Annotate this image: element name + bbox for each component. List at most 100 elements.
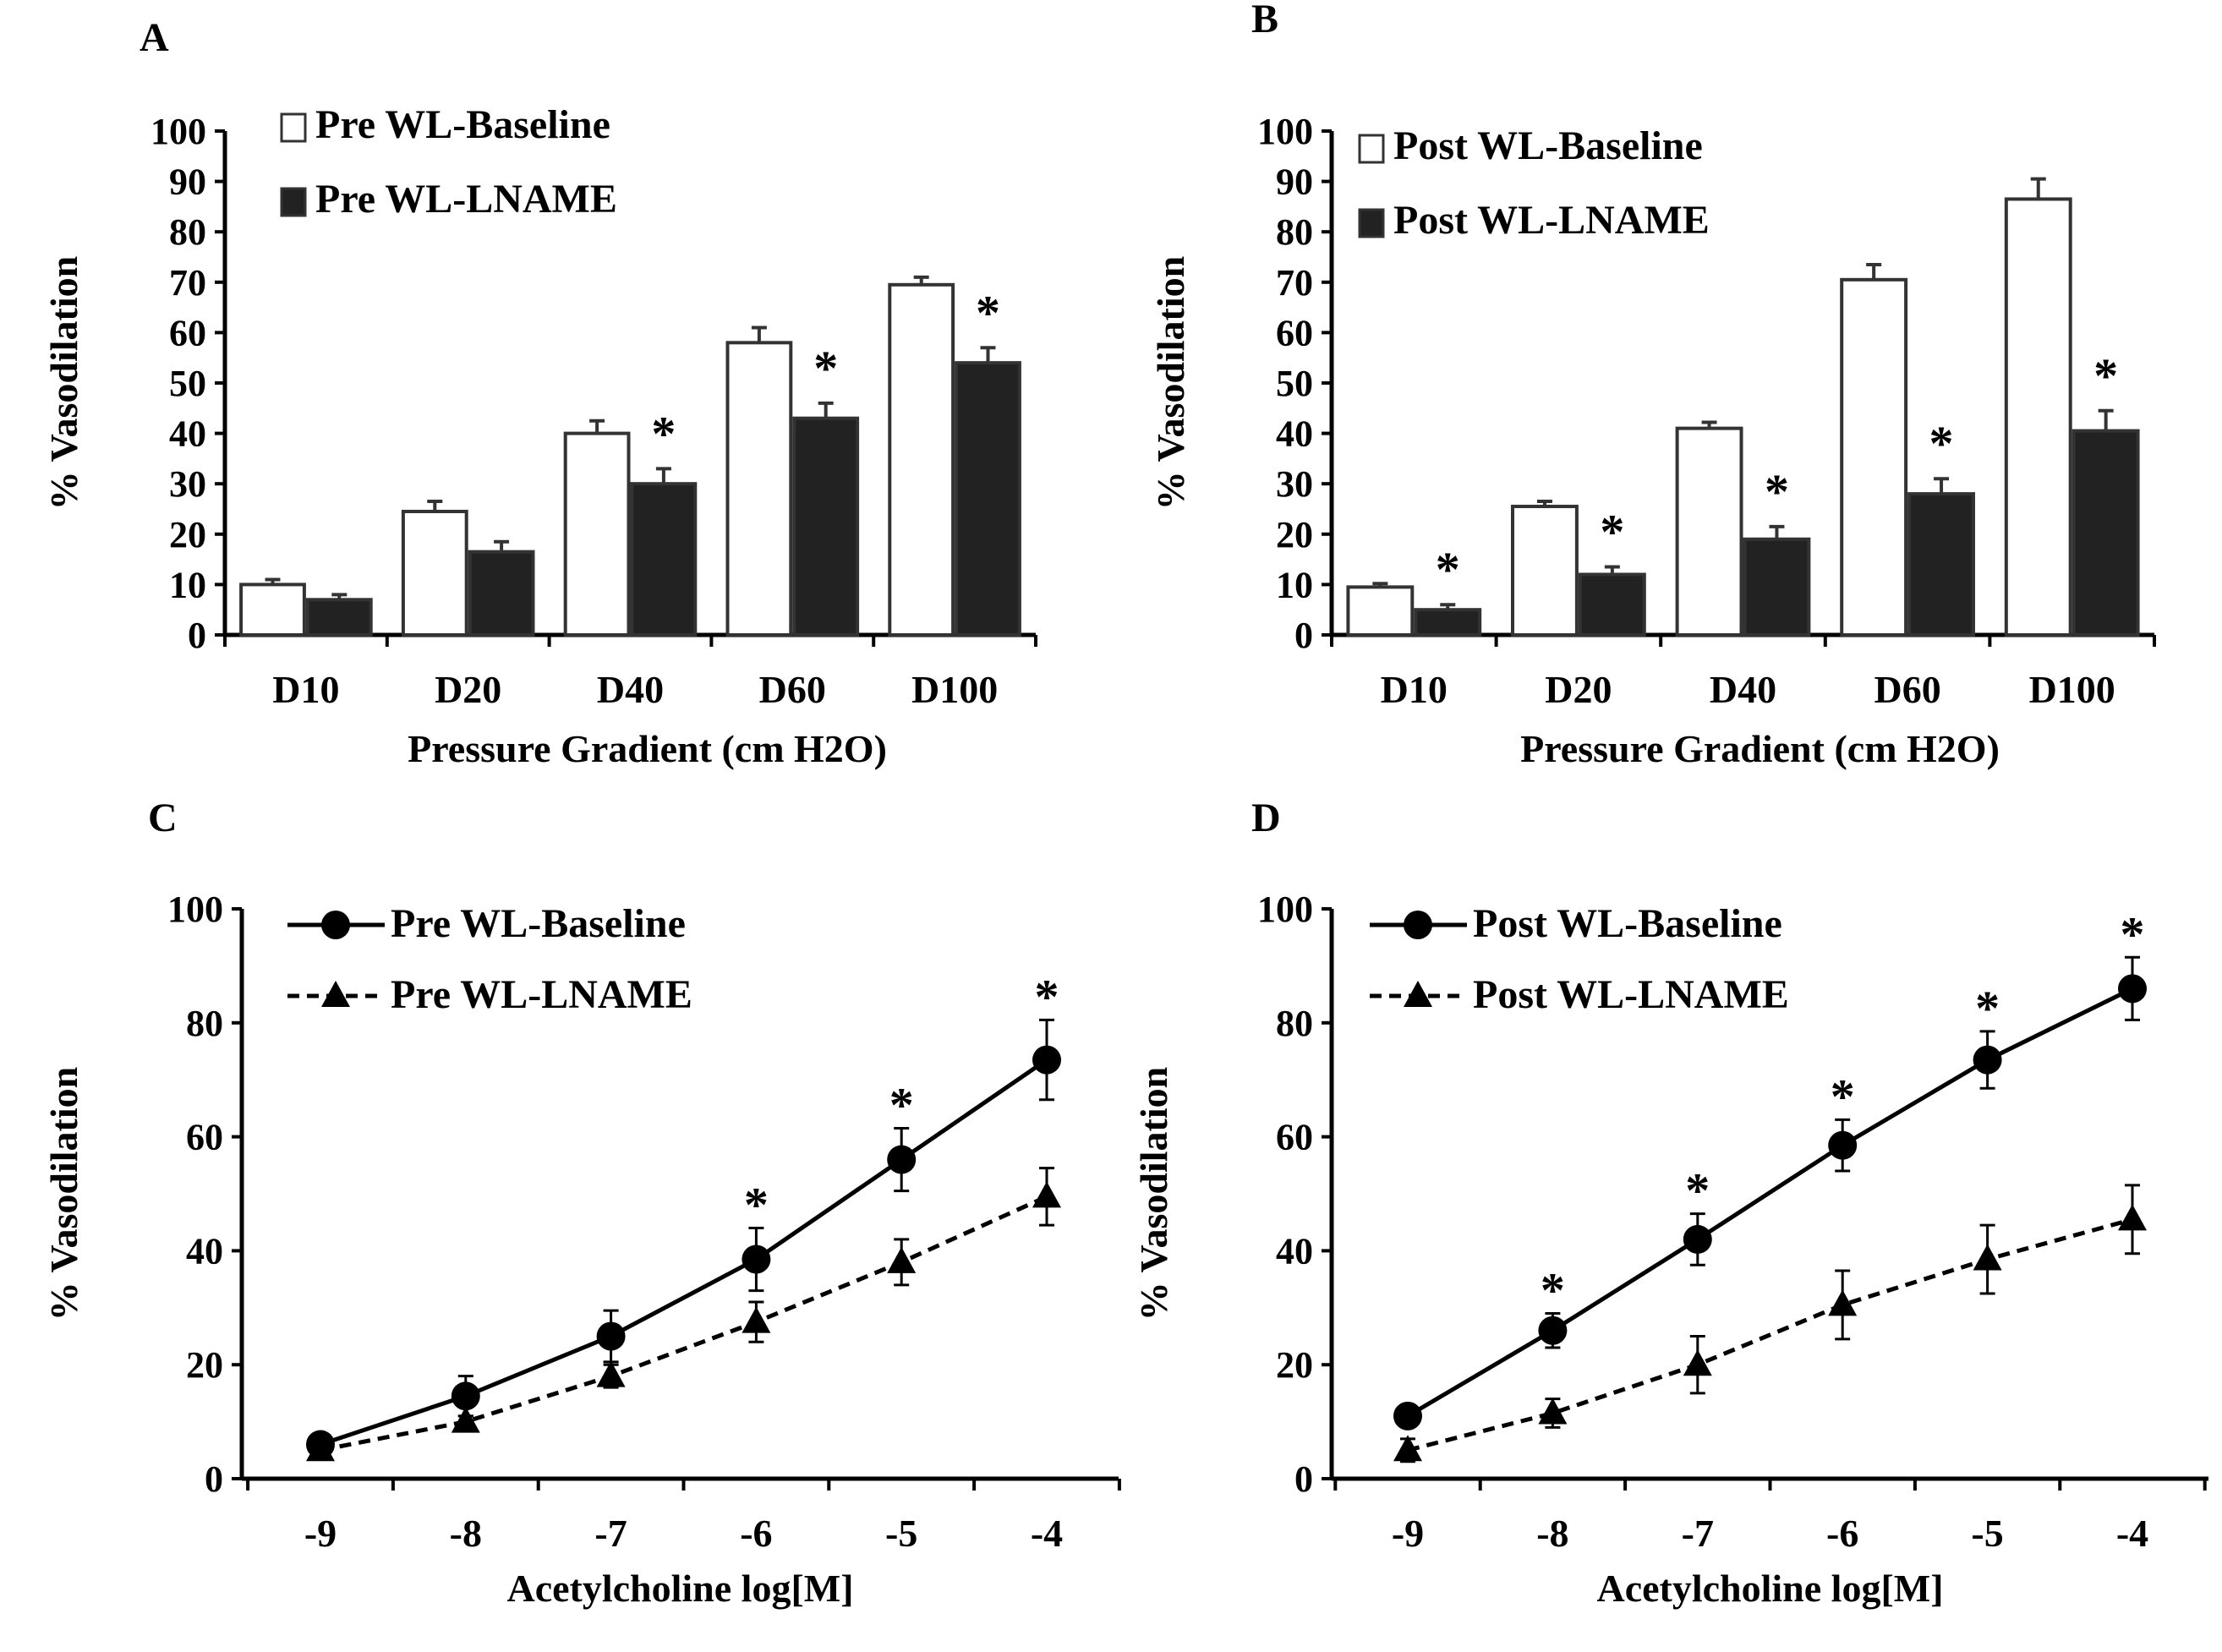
panel-a: A 0 10 20 30 40 50 60 70 80 90 100 % Vasodilation Pre… [42,15,1037,770]
triangle-marker [451,1406,480,1433]
panel-label: B [1251,0,1278,41]
significance-star: * [651,406,676,461]
y-tick-label: 50 [169,363,206,404]
triangle-marker [1404,981,1432,1007]
legend-swatch [280,187,307,217]
y-tick-label: 60 [1276,312,1313,353]
significance-star: * [2093,348,2118,403]
significance-star: * [1765,464,1789,519]
y-tick-label: 100 [151,111,206,152]
series-line [320,1058,1048,1447]
series-line [1407,1217,2133,1452]
bar [1743,537,1811,637]
legend-label: Pre WL-LNAME [315,177,617,222]
bar [305,598,373,637]
panel-label: C [148,796,178,840]
legend-label: Pre WL-LNAME [391,972,692,1017]
triangle-marker [887,1246,917,1273]
y-tick-label: 80 [1276,211,1313,253]
legend-swatch [1358,208,1385,238]
legend-swatch [280,112,307,143]
triangle-marker [1973,1244,2002,1271]
bar [2004,197,2072,637]
significance-star: * [1436,542,1460,597]
bar [563,431,631,637]
y-tick-label: 60 [1276,1117,1313,1158]
circle-marker [1032,1045,1061,1075]
x-tick-label: -5 [885,1512,917,1555]
x-tick-label: D20 [1545,668,1612,711]
x-tick-label: -8 [450,1512,482,1555]
x-tick-label: -8 [1536,1512,1568,1555]
y-tick-label: 60 [186,1117,223,1158]
y-tick-label: 100 [167,889,223,930]
x-tick-label: -5 [1971,1512,2003,1555]
y-tick-label: 80 [1276,1003,1313,1044]
y-axis-label: % Vasodilation [1149,256,1192,510]
x-axis-label: Pressure Gradient (cm H2O) [1520,727,2000,770]
legend-label: Post WL-Baseline [1473,901,1782,946]
circle-marker [887,1145,917,1174]
triangle-marker [1538,1398,1568,1425]
y-tick-label: 20 [186,1344,223,1386]
triangle-marker [596,1360,626,1387]
panel-d: D 0 20 40 60 80 100 % Vasodilation Acetylcholine… [1132,796,2208,1610]
triangle-marker [1683,1349,1712,1376]
bar [792,416,860,637]
x-tick-label: D100 [2029,668,2115,711]
legend-label: Post WL-LNAME [1393,198,1710,243]
y-tick-label: 40 [1276,413,1313,455]
x-tick-label: D60 [1874,668,1940,711]
bar [1414,608,1482,637]
series-line [320,1195,1048,1452]
y-tick-label: 0 [188,615,206,656]
y-tick-label: 40 [1276,1230,1313,1272]
significance-star: * [1541,1263,1565,1318]
x-tick-label: D20 [435,668,501,711]
y-tick-label: 40 [169,413,206,455]
x-tick-label: -7 [594,1512,627,1555]
y-tick-label: 70 [1276,262,1313,304]
circle-marker [596,1321,626,1351]
x-axis-label: Acetylcholine log[M] [1596,1567,1943,1610]
circle-marker [1973,1045,2002,1075]
bar [1511,505,1579,637]
y-tick-label: 40 [186,1230,223,1272]
circle-marker [742,1244,771,1274]
x-tick-label: D40 [1710,668,1776,711]
y-axis-label: % Vasodilation [1132,1067,1175,1321]
triangle-marker [1393,1435,1422,1462]
y-tick-label: 20 [1276,514,1313,555]
y-tick-label: 50 [1276,363,1313,404]
panel-c: C 0 20 40 60 80 100 % Vasodilation Acetylcholine… [42,796,1121,1610]
triangle-marker [742,1306,771,1333]
circle-marker [1538,1316,1568,1345]
significance-star: * [1035,969,1059,1024]
bar [468,550,535,637]
significance-star: * [2121,906,2145,961]
panel-label: A [140,15,169,60]
significance-star: * [976,285,1000,340]
x-tick-label: D10 [1381,668,1448,711]
circle-marker [321,911,350,939]
significance-star: * [1975,981,2000,1036]
significance-star: * [889,1077,914,1132]
y-tick-label: 20 [169,514,206,555]
x-tick-label: D40 [597,668,664,711]
bar [401,509,468,637]
x-tick-label: -6 [740,1512,772,1555]
bar [725,341,793,637]
y-tick-label: 100 [1257,889,1313,930]
x-tick-label: -7 [1682,1512,1714,1555]
x-tick-label: -9 [304,1512,337,1555]
circle-marker [1404,911,1432,939]
panel-label: D [1251,796,1281,840]
y-tick-label: 70 [169,262,206,304]
legend-label: Post WL-Baseline [1393,123,1703,168]
y-tick-label: 90 [169,161,206,203]
x-tick-label: -9 [1392,1512,1424,1555]
y-axis-label: % Vasodilation [42,1067,85,1321]
y-tick-label: 30 [169,463,206,505]
x-tick-label: D100 [911,668,998,711]
